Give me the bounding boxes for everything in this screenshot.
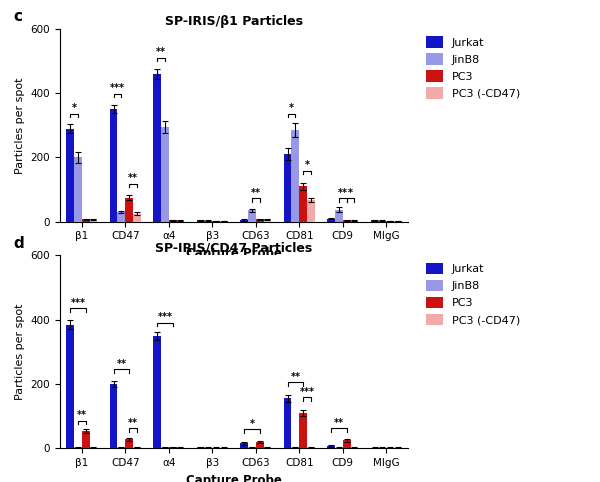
Bar	[66, 129, 74, 222]
Bar	[161, 127, 169, 222]
Text: *: *	[348, 188, 353, 198]
X-axis label: Capture Probe: Capture Probe	[186, 247, 282, 260]
Bar	[133, 447, 141, 448]
Text: c: c	[13, 9, 22, 24]
Bar	[284, 154, 292, 222]
Bar	[161, 447, 169, 448]
Bar	[153, 74, 161, 222]
Bar	[197, 447, 205, 448]
Bar	[248, 447, 256, 448]
Bar	[284, 399, 292, 448]
Text: **: **	[77, 410, 87, 420]
Bar	[74, 447, 82, 448]
Text: **: **	[156, 47, 166, 57]
Bar	[125, 439, 133, 448]
Bar	[263, 447, 271, 448]
Text: ***: ***	[70, 298, 85, 308]
Text: **: **	[290, 372, 301, 382]
Bar	[307, 447, 315, 448]
Bar	[292, 447, 299, 448]
Bar	[327, 446, 335, 448]
Bar	[371, 220, 379, 222]
Bar	[248, 211, 256, 222]
Bar	[82, 219, 89, 222]
Bar	[327, 218, 335, 222]
Y-axis label: Particles per spot: Particles per spot	[15, 77, 25, 174]
Legend: Jurkat, JinB8, PC3, PC3 (-CD47): Jurkat, JinB8, PC3, PC3 (-CD47)	[421, 31, 526, 104]
Text: *: *	[250, 419, 254, 429]
Text: **: **	[334, 418, 344, 428]
Bar	[343, 440, 350, 448]
Bar	[153, 336, 161, 448]
Bar	[240, 443, 248, 448]
Text: *: *	[289, 104, 294, 113]
Text: **: **	[128, 173, 138, 183]
Bar	[292, 130, 299, 222]
Bar	[197, 220, 205, 222]
Bar	[133, 214, 141, 222]
Bar	[220, 221, 228, 222]
Text: **: **	[128, 418, 138, 428]
Bar	[89, 447, 97, 448]
Text: *: *	[305, 161, 310, 170]
Y-axis label: Particles per spot: Particles per spot	[15, 304, 25, 400]
Text: *: *	[71, 104, 76, 113]
Bar	[307, 200, 315, 222]
Bar	[256, 219, 263, 222]
Bar	[74, 158, 82, 222]
Bar	[386, 221, 394, 222]
X-axis label: Capture Probe: Capture Probe	[186, 473, 282, 482]
Text: ***: ***	[299, 387, 314, 397]
Bar	[66, 324, 74, 448]
Bar	[82, 430, 89, 448]
Bar	[110, 109, 118, 222]
Legend: Jurkat, JinB8, PC3, PC3 (-CD47): Jurkat, JinB8, PC3, PC3 (-CD47)	[421, 257, 526, 331]
Bar	[350, 220, 358, 222]
Bar	[205, 221, 212, 222]
Bar	[240, 220, 248, 222]
Text: **: **	[116, 359, 127, 369]
Bar	[118, 212, 125, 222]
Text: **: **	[251, 188, 261, 198]
Bar	[169, 447, 176, 448]
Bar	[256, 442, 263, 448]
Title: SP-IRIS/β1 Particles: SP-IRIS/β1 Particles	[165, 15, 303, 28]
Bar	[379, 221, 386, 222]
Text: **: **	[338, 188, 348, 198]
Text: ***: ***	[157, 312, 172, 322]
Bar	[169, 220, 176, 222]
Bar	[212, 221, 220, 222]
Bar	[118, 447, 125, 448]
Bar	[176, 220, 184, 222]
Text: d: d	[13, 236, 24, 251]
Bar	[299, 187, 307, 222]
Bar	[299, 413, 307, 448]
Bar	[110, 384, 118, 448]
Bar	[125, 198, 133, 222]
Title: SP-IRIS/CD47 Particles: SP-IRIS/CD47 Particles	[155, 241, 313, 254]
Text: ***: ***	[110, 83, 125, 93]
Bar	[343, 220, 350, 222]
Bar	[263, 219, 271, 222]
Bar	[89, 219, 97, 222]
Bar	[394, 221, 402, 222]
Bar	[335, 210, 343, 222]
